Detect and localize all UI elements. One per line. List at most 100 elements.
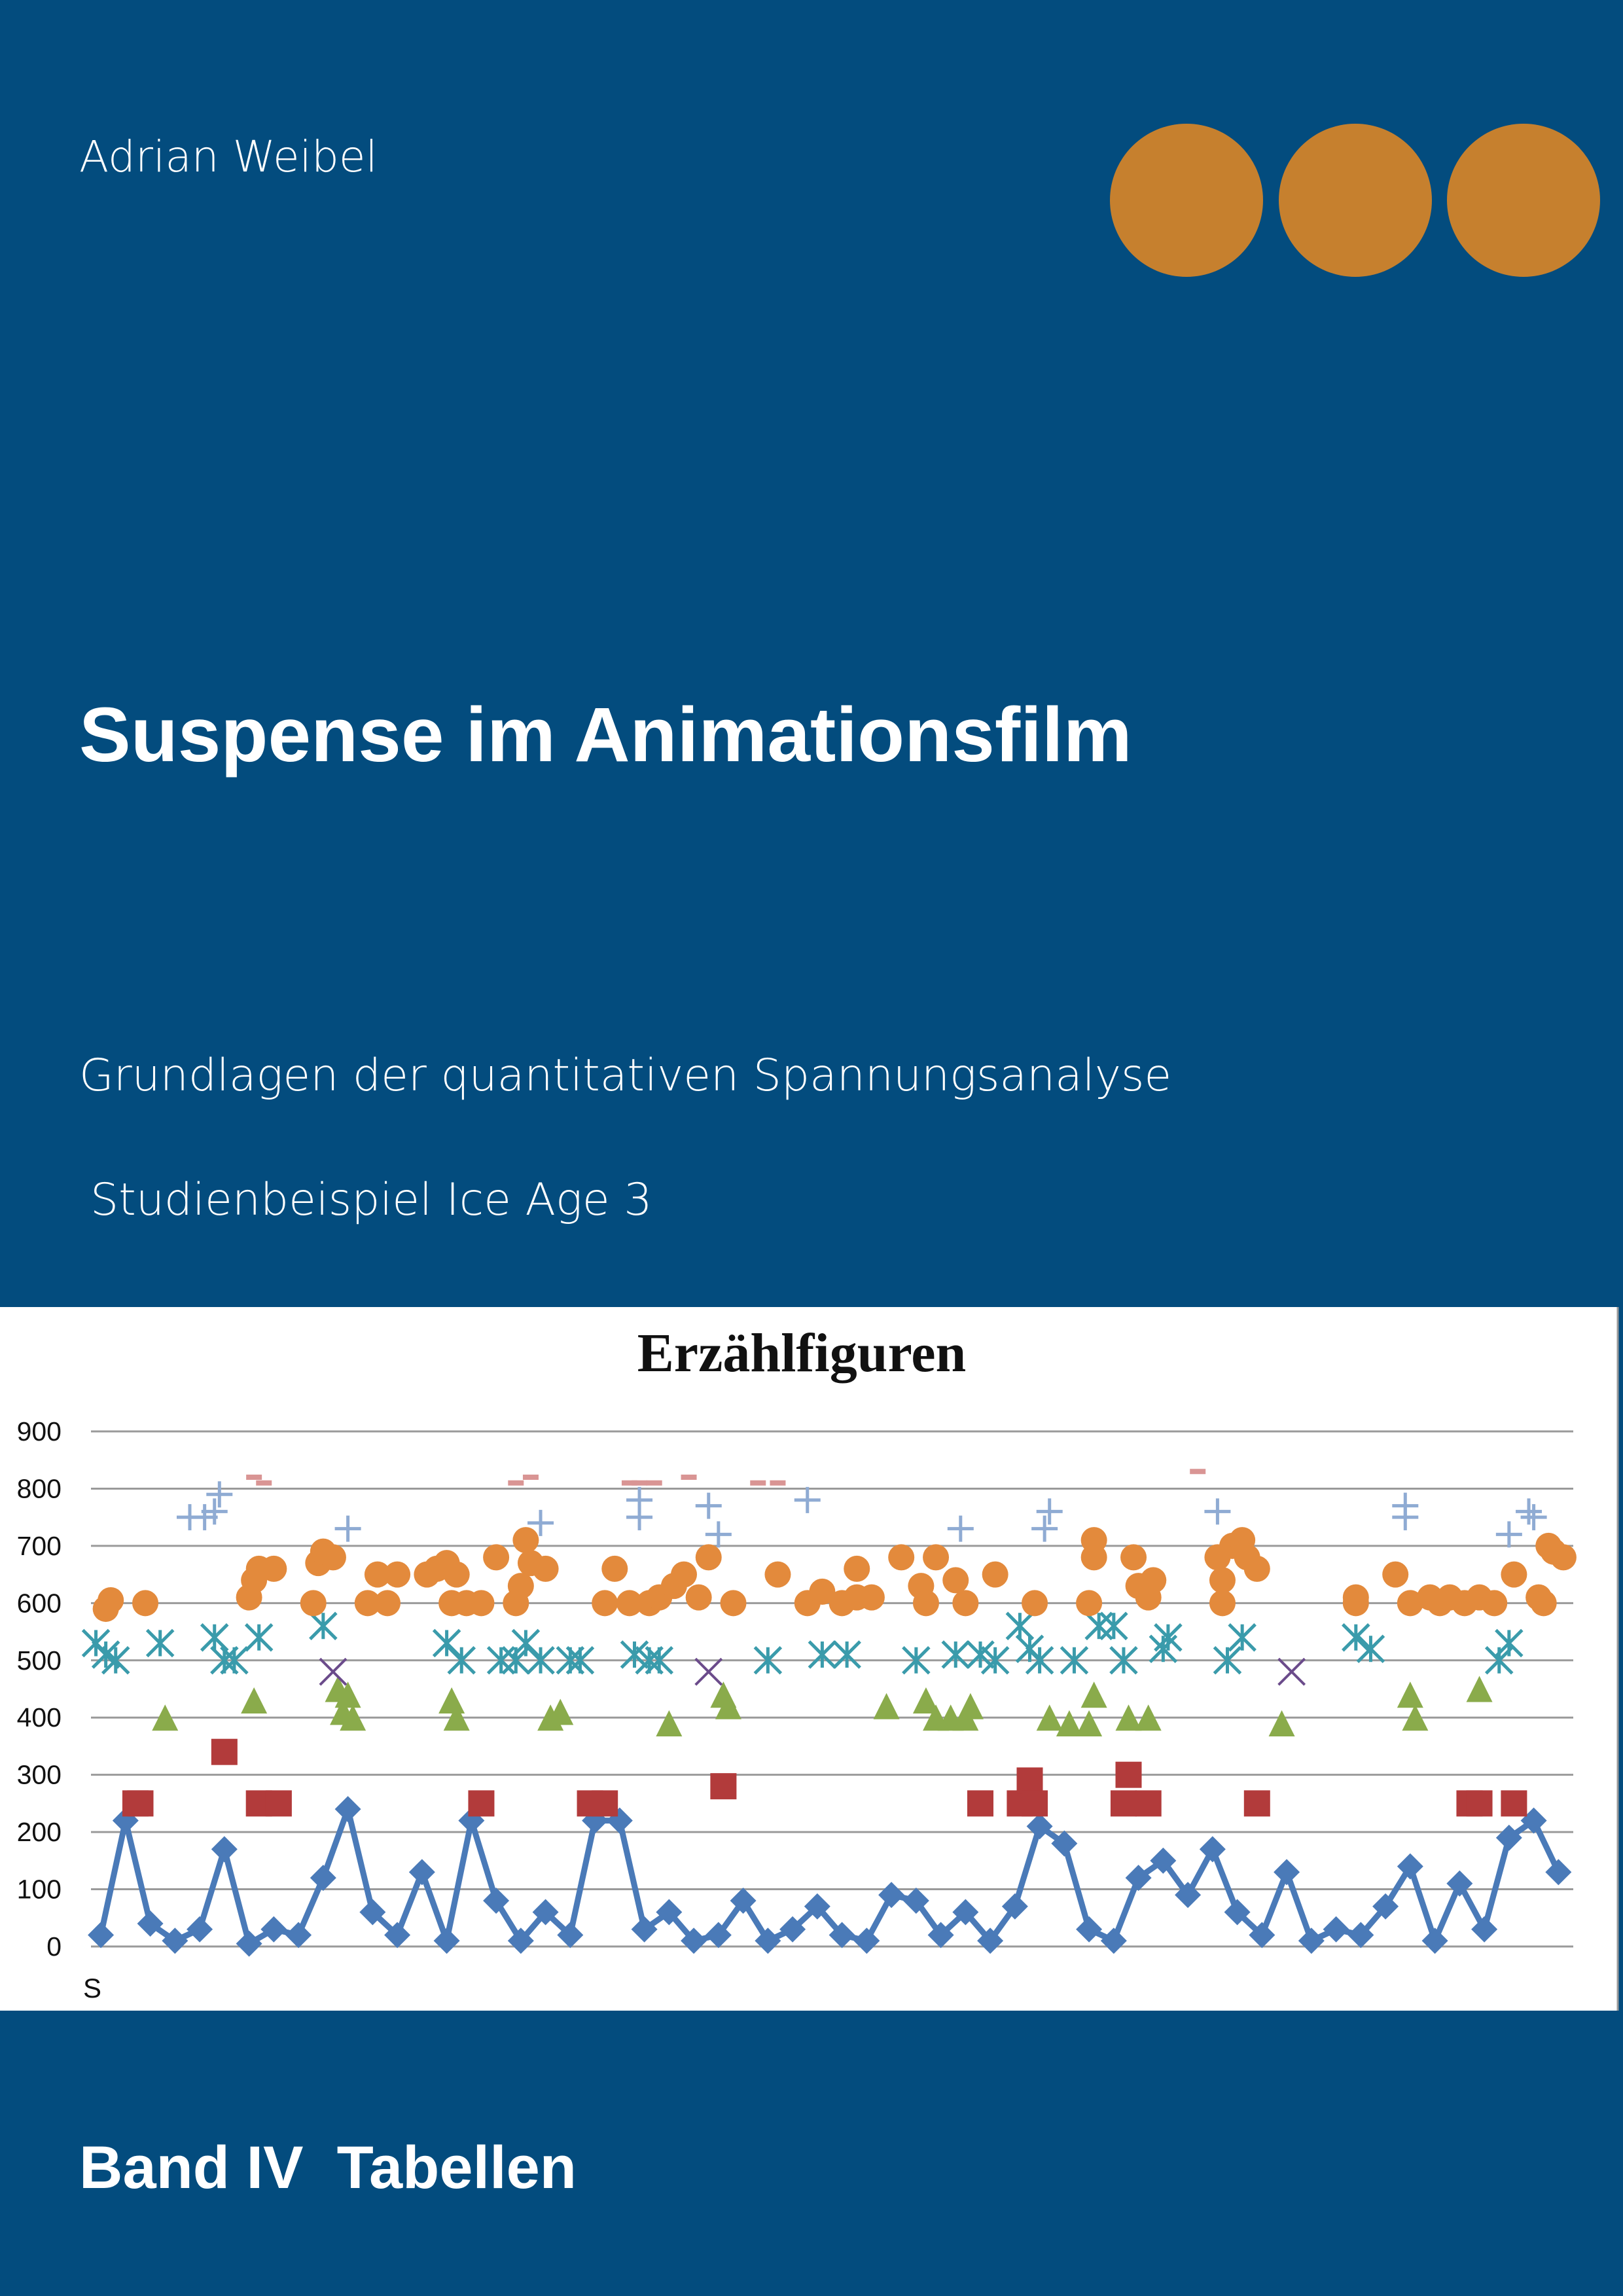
point: [1125, 1865, 1152, 1892]
point: [620, 1640, 649, 1669]
point: [468, 1790, 495, 1817]
point: [592, 1790, 618, 1817]
point: [705, 1521, 732, 1548]
point: [483, 1544, 510, 1571]
y-tick-label: 500: [17, 1645, 62, 1676]
point: [354, 1590, 381, 1617]
point: [844, 1555, 870, 1582]
point: [832, 1640, 861, 1669]
point: [285, 1922, 312, 1948]
point: [468, 1590, 495, 1617]
point: [1076, 1590, 1103, 1617]
point: [592, 1590, 618, 1617]
point: [1495, 1824, 1522, 1851]
point: [443, 1561, 470, 1588]
point: [808, 1640, 837, 1669]
point: [334, 1681, 361, 1708]
point: [1274, 1859, 1300, 1886]
point: [340, 1704, 366, 1731]
point: [507, 1573, 534, 1600]
point: [1204, 1498, 1231, 1525]
y-tick-label: 800: [17, 1473, 62, 1503]
point: [1520, 1504, 1547, 1531]
point: [1243, 1790, 1270, 1817]
point: [1372, 1893, 1399, 1920]
point: [1084, 1611, 1113, 1641]
plot: [81, 1469, 1577, 1957]
point: [319, 1657, 348, 1686]
point: [443, 1704, 470, 1731]
point: [1392, 1492, 1419, 1519]
point: [1022, 1590, 1048, 1617]
point: [1268, 1710, 1295, 1736]
decor-circle: [1110, 124, 1263, 277]
point: [1016, 1767, 1043, 1794]
point: [206, 1481, 233, 1508]
point: [507, 1928, 534, 1954]
point: [957, 1693, 984, 1719]
point: [947, 1515, 974, 1542]
point: [1115, 1704, 1142, 1731]
point: [309, 1611, 338, 1641]
point: [319, 1544, 346, 1571]
point: [512, 1527, 539, 1554]
point: [1545, 1859, 1572, 1886]
point: [1397, 1590, 1423, 1617]
point: [730, 1888, 757, 1914]
point: [912, 1590, 939, 1617]
point: [334, 1515, 361, 1542]
point: [1135, 1704, 1162, 1731]
point: [1520, 1807, 1547, 1834]
point: [764, 1561, 791, 1588]
y-tick-label: 0: [46, 1931, 62, 1962]
point: [902, 1888, 929, 1914]
point: [941, 1640, 971, 1669]
point: [1550, 1544, 1577, 1571]
point: [809, 1578, 836, 1605]
point: [334, 1796, 361, 1823]
point: [187, 1916, 213, 1943]
point: [511, 1628, 541, 1658]
point: [1481, 1590, 1508, 1617]
point: [967, 1790, 993, 1817]
point: [685, 1584, 712, 1611]
point: [1243, 1555, 1270, 1582]
band-label: Band IV Tabellen: [79, 2134, 577, 2201]
point: [1005, 1611, 1035, 1641]
point: [1402, 1704, 1429, 1731]
point: [310, 1865, 336, 1892]
point: [127, 1790, 154, 1817]
point: [145, 1628, 175, 1658]
point: [1026, 1813, 1053, 1840]
point: [1421, 1928, 1448, 1954]
x-axis-label: S: [83, 1973, 101, 2003]
point: [1076, 1710, 1103, 1736]
point: [902, 1646, 931, 1675]
point: [952, 1899, 979, 1926]
point: [1100, 1928, 1127, 1954]
point: [927, 1922, 954, 1948]
point: [1277, 1657, 1306, 1686]
point: [1175, 1882, 1202, 1909]
point: [260, 1555, 287, 1582]
grid: 0 100 200 300 400 500 600 700 800 900: [17, 1416, 1573, 1962]
point: [201, 1498, 228, 1525]
author: Adrian Weibel: [79, 132, 378, 182]
point: [1397, 1681, 1423, 1708]
point: [1025, 1646, 1054, 1675]
point: [705, 1922, 732, 1948]
y-tick-label: 400: [17, 1702, 62, 1732]
point: [715, 1693, 741, 1719]
point: [532, 1899, 559, 1926]
point: [300, 1590, 327, 1617]
point: [1213, 1646, 1242, 1675]
point: [152, 1704, 179, 1731]
point: [804, 1893, 830, 1920]
point: [1501, 1561, 1527, 1588]
point: [873, 1693, 900, 1719]
point: [616, 1590, 643, 1617]
point: [695, 1492, 722, 1519]
point: [1150, 1847, 1177, 1874]
chart-panel: [0, 1307, 1618, 2011]
point: [364, 1561, 391, 1588]
